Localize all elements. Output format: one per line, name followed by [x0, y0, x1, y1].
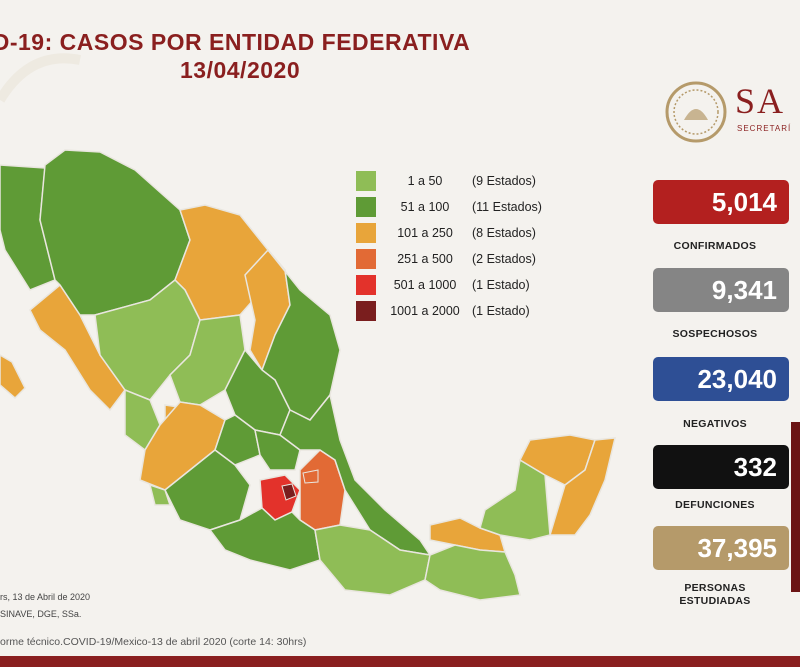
- footer-note: orme técnico.COVID-19/Mexico-13 de abril…: [0, 636, 307, 648]
- region-michoacan: [164, 449, 251, 531]
- footer-bar: [0, 656, 800, 667]
- legend-swatch: [356, 275, 376, 295]
- confirmados-value: 5,014: [653, 180, 789, 224]
- logo-text: SA: [735, 81, 786, 121]
- negativos-label: NEGATIVOS: [683, 418, 747, 430]
- legend-swatch: [356, 249, 376, 269]
- legend-range: 1 a 50: [407, 174, 443, 188]
- legend-count: (8 Estados): [472, 226, 536, 240]
- legend-entry: 51 a 100 (11 Estados): [356, 194, 542, 220]
- region-baja-california-sur: [0, 354, 26, 400]
- personas-estudiadas-value: 37,395: [653, 526, 789, 570]
- region-guerrero: [208, 507, 321, 571]
- title-line-1: VID-19: CASOS POR ENTIDAD FEDERATIVA: [0, 29, 471, 55]
- government-seal-icon: [665, 81, 727, 143]
- region-tlaxcala: [302, 469, 319, 484]
- background-decoration: [0, 53, 81, 103]
- legend-swatch: [356, 197, 376, 217]
- mexico-states-map: [0, 149, 616, 601]
- legend-swatch: [356, 223, 376, 243]
- source-credit: SINAVE, DGE, SSa.: [0, 609, 82, 619]
- sospechosos-label: SOSPECHOSOS: [672, 328, 758, 340]
- legend-count: (1 Estado): [472, 278, 530, 292]
- legend-count: (2 Estados): [472, 252, 536, 266]
- region-cdmx: [281, 483, 297, 501]
- personas-estudiadas-label: PERSONAS: [684, 582, 746, 594]
- region-quintana-roo: [548, 437, 616, 536]
- defunciones-value: 332: [653, 445, 789, 489]
- legend-count: (11 Estados): [472, 200, 542, 214]
- legend-entry: 251 a 500 (2 Estados): [356, 246, 542, 272]
- legend-entry: 1001 a 2000 (1 Estado): [356, 298, 542, 324]
- region-colima: [148, 483, 172, 506]
- legend-count: (9 Estados): [472, 174, 536, 188]
- legend-range: 1001 a 2000: [390, 304, 460, 318]
- sospechosos-value: 9,341: [653, 268, 789, 312]
- legend-swatch: [356, 171, 376, 191]
- logo-subtitle: SECRETARÍ: [737, 124, 792, 133]
- source-date: rs, 13 de Abril de 2020: [0, 592, 91, 602]
- side-accent-bar: [791, 422, 800, 592]
- legend-count: (1 Estado): [472, 304, 530, 318]
- negativos-value: 23,040: [653, 357, 789, 401]
- legend-range: 501 a 1000: [393, 278, 457, 292]
- legend-swatch: [356, 301, 376, 321]
- personas-estudiadas-label-2: ESTUDIADAS: [679, 595, 751, 607]
- legend-range: 251 a 500: [397, 252, 453, 266]
- legend-entry: 101 a 250 (8 Estados): [356, 220, 542, 246]
- legend-range: 51 a 100: [400, 200, 450, 214]
- region-chiapas: [424, 544, 521, 601]
- confirmados-label: CONFIRMADOS: [673, 240, 757, 252]
- map-legend: 1 a 50 (9 Estados) 51 a 100 (11 Estados)…: [356, 168, 542, 324]
- legend-entry: 1 a 50 (9 Estados): [356, 168, 542, 194]
- legend-range: 101 a 250: [397, 226, 453, 240]
- defunciones-label: DEFUNCIONES: [675, 499, 755, 511]
- title-date: 13/04/2020: [180, 57, 301, 83]
- legend-entry: 501 a 1000 (1 Estado): [356, 272, 542, 298]
